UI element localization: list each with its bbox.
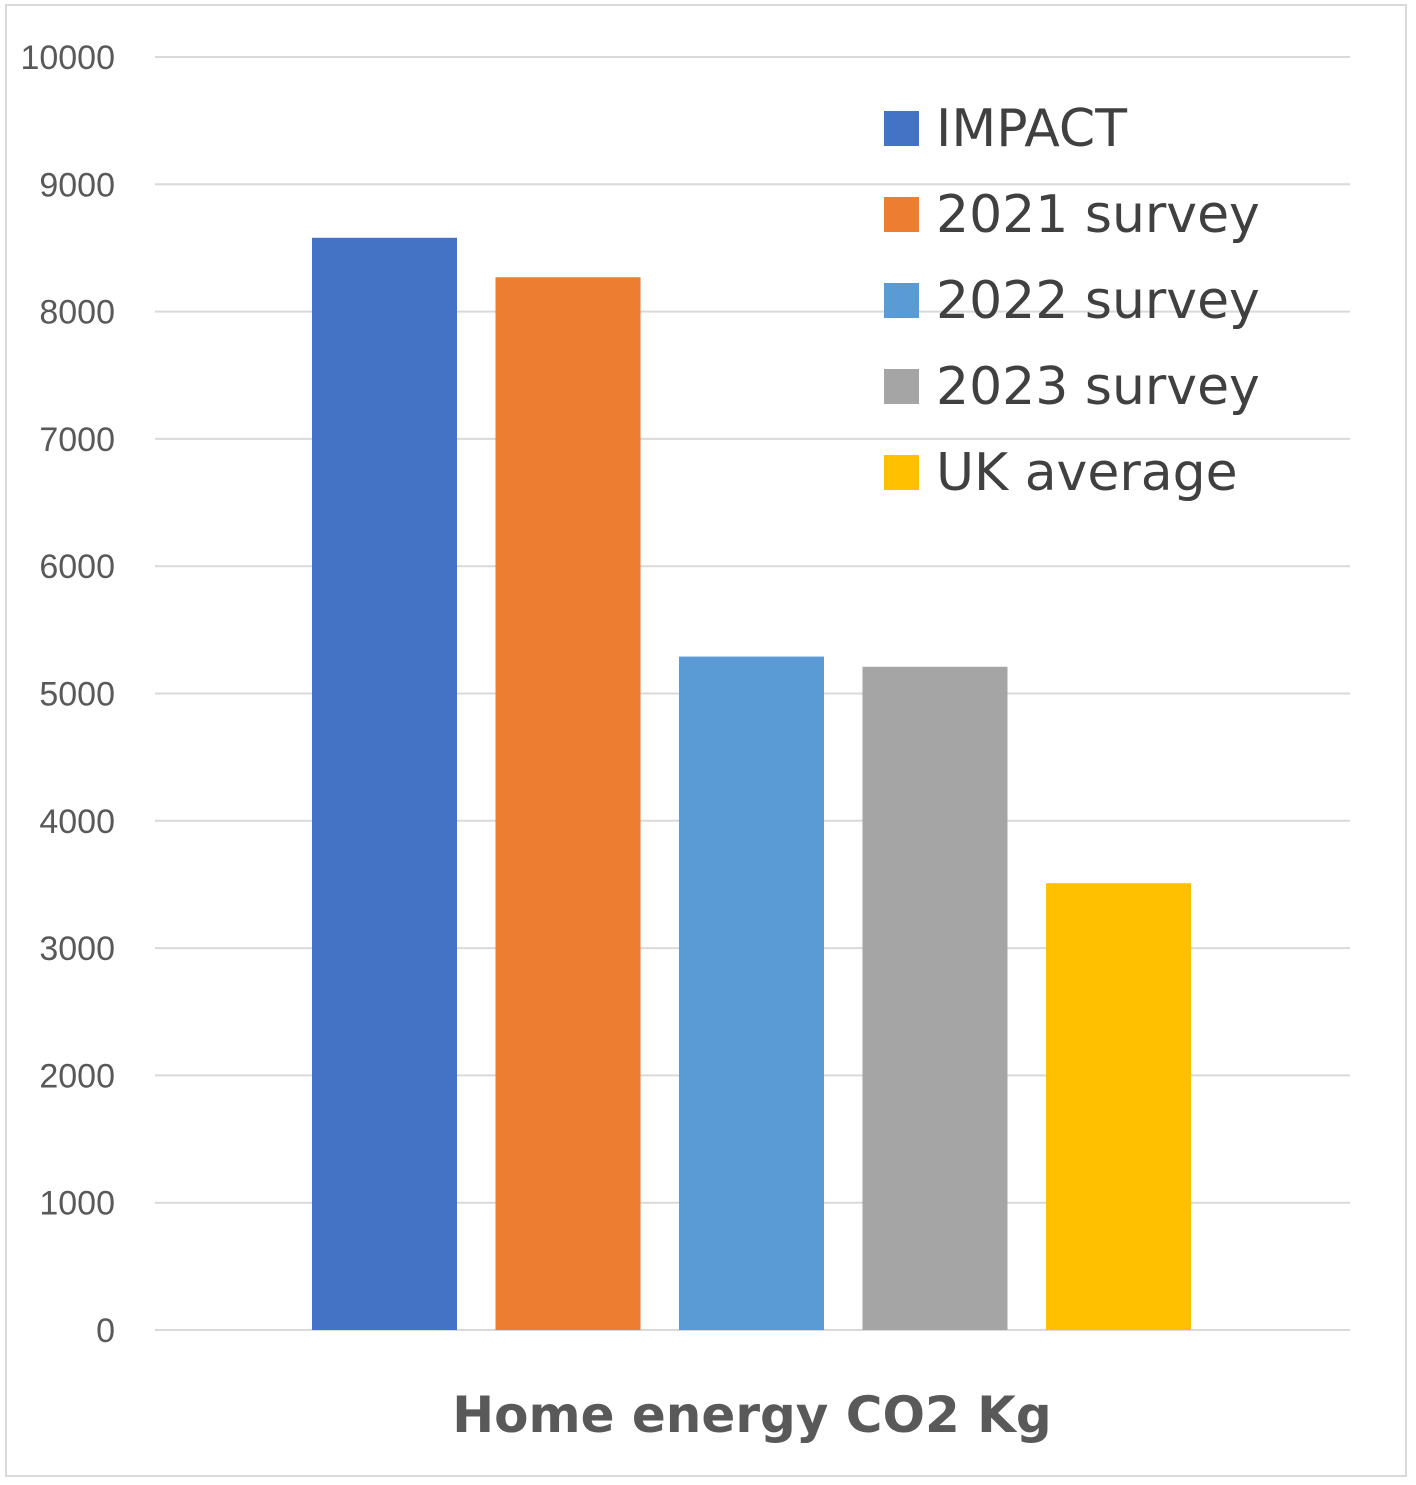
- x-axis-title: Home energy CO2 Kg: [452, 1386, 1051, 1444]
- y-tick-label: 10000: [20, 39, 115, 77]
- y-tick-label: 4000: [39, 803, 115, 841]
- y-axis-ticks: 0 1000 2000 3000 4000 5000 6000 7000 8000 9000 100…: [20, 39, 115, 1350]
- y-tick-label: 7000: [39, 421, 115, 459]
- bar-2023-survey: [862, 666, 1008, 1330]
- legend-swatch: [884, 197, 919, 232]
- y-tick-label: 0: [96, 1312, 115, 1350]
- bar-uk-average: [1046, 883, 1191, 1330]
- y-tick-label: 5000: [39, 676, 115, 714]
- legend-label: 2021 survey: [936, 185, 1260, 245]
- legend: IMPACT 2021 survey 2022 survey 2023 survey U…: [884, 99, 1260, 503]
- legend-label: UK average: [936, 443, 1238, 503]
- y-tick-label: 3000: [39, 930, 115, 968]
- legend-swatch: [884, 369, 919, 404]
- legend-label: 2022 survey: [936, 271, 1260, 331]
- bar-2021-survey: [495, 277, 641, 1330]
- y-tick-label: 2000: [39, 1057, 115, 1095]
- legend-swatch: [884, 111, 919, 146]
- bar-2022-survey: [679, 656, 824, 1330]
- bars: [312, 237, 1191, 1331]
- bar-impact: [312, 237, 457, 1331]
- legend-swatch: [884, 283, 919, 318]
- legend-swatch: [884, 455, 919, 490]
- legend-label: IMPACT: [936, 99, 1127, 159]
- y-tick-label: 8000: [39, 294, 115, 332]
- y-tick-label: 9000: [39, 166, 115, 204]
- legend-label: 2023 survey: [936, 357, 1260, 417]
- y-tick-label: 1000: [39, 1185, 115, 1223]
- y-tick-label: 6000: [39, 548, 115, 586]
